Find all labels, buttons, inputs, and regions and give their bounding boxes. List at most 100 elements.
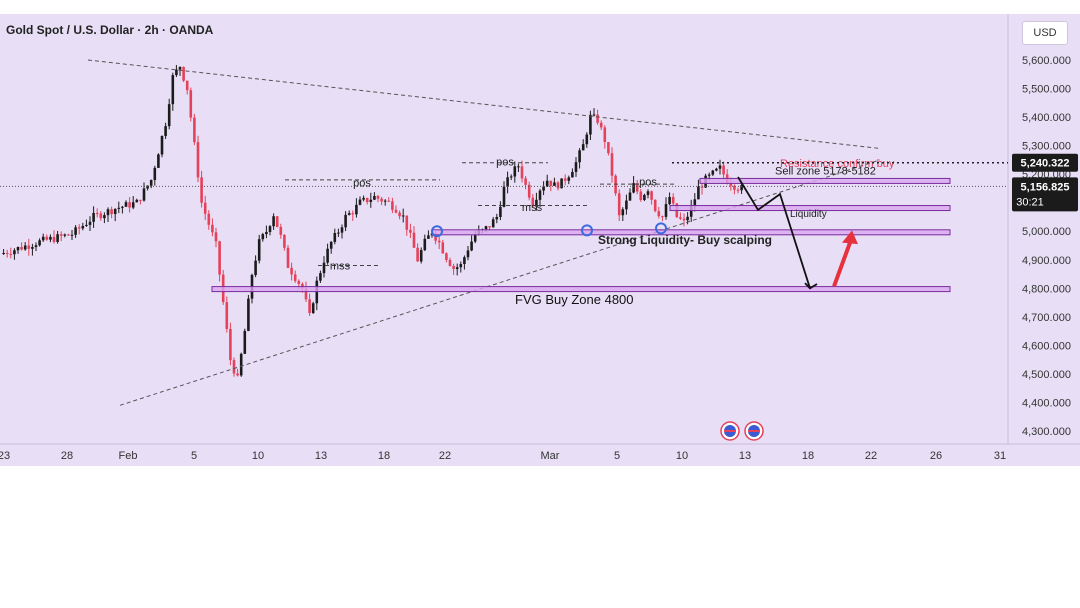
candle-body <box>31 247 34 249</box>
candle-body <box>200 177 203 203</box>
candle-body <box>175 69 178 76</box>
candle-body <box>578 150 581 163</box>
candle-body <box>13 250 16 255</box>
candle-body <box>225 302 229 329</box>
zone-rect-0 <box>699 177 951 184</box>
candle-body <box>160 135 164 155</box>
candle-body <box>347 213 351 215</box>
structure-label: pos <box>639 176 657 188</box>
candle-body <box>409 229 412 233</box>
candle-body <box>290 267 293 275</box>
candle-body <box>434 233 437 241</box>
candle-body <box>693 199 697 207</box>
upper-trendline <box>87 59 881 149</box>
candle-body <box>70 234 74 236</box>
candle-body <box>679 217 682 219</box>
candle-body <box>95 212 99 214</box>
candle-body <box>2 253 5 255</box>
x-tick-label: 5 <box>191 450 197 462</box>
candle-body <box>711 170 715 175</box>
candle-body <box>373 196 376 200</box>
candle-body <box>333 232 337 242</box>
y-tick-label: 5,400.000 <box>1022 112 1071 124</box>
candle-body <box>470 241 473 251</box>
candle-body <box>513 166 517 177</box>
sell-zone-label: Sell zone 5178-5182 <box>775 166 876 178</box>
liquidity-marker <box>655 222 667 235</box>
candle-body <box>20 247 23 250</box>
candle-body <box>293 274 297 281</box>
candle-body <box>509 176 513 178</box>
x-tick-label: 13 <box>315 450 327 462</box>
candle-body <box>77 227 81 229</box>
candle-body <box>589 114 592 135</box>
candle-body <box>423 238 427 251</box>
candle-body <box>214 232 218 242</box>
candle-body <box>502 186 506 207</box>
resistance-price-tag <box>1012 153 1078 172</box>
y-tick-label: 5,600.000 <box>1022 55 1071 67</box>
candle-body <box>621 209 625 216</box>
candle-body <box>524 178 527 185</box>
candle-body <box>247 298 250 331</box>
liquidity-label: Liquidity <box>790 209 827 220</box>
candle-body <box>668 196 671 205</box>
candle-body <box>571 171 574 178</box>
resistance-price-value: 5,240.322 <box>1021 158 1070 170</box>
candle-body <box>596 114 599 123</box>
candle-body <box>542 186 545 191</box>
candle-body <box>344 214 347 228</box>
candle-body <box>466 250 470 258</box>
candle-body <box>459 264 463 268</box>
candle-body <box>549 180 553 186</box>
x-tick-label: 5 <box>614 450 620 462</box>
candle-body <box>326 248 329 263</box>
liquidity-marker <box>431 225 443 238</box>
candle-body <box>232 360 236 374</box>
candle-body <box>41 236 45 241</box>
y-tick-label: 4,900.000 <box>1022 255 1071 267</box>
candle-body <box>16 247 20 251</box>
candles-group <box>2 64 743 377</box>
candle-body <box>664 204 668 217</box>
candle-body <box>38 240 41 246</box>
candle-body <box>736 189 740 191</box>
candle-body <box>121 206 124 208</box>
chart-area[interactable]: 5,600.000 5,500.000 5,400.000 5,300.000 5,20… <box>0 14 1080 466</box>
candle-body <box>157 154 160 168</box>
candle-body <box>488 226 491 228</box>
candle-body <box>193 117 196 143</box>
structure-label: mss <box>522 202 543 214</box>
candle-body <box>23 245 27 250</box>
candle-body <box>81 225 85 229</box>
candle-body <box>556 182 560 189</box>
candle-body <box>322 262 326 274</box>
candle-body <box>337 232 340 234</box>
candle-body <box>85 224 88 226</box>
candle-body <box>560 178 563 189</box>
symbol-title: Gold Spot / U.S. Dollar · 2h · OANDA <box>6 23 214 37</box>
candle-body <box>261 234 265 240</box>
candle-body <box>437 240 441 243</box>
x-tick-label: 31 <box>994 450 1006 462</box>
candle-body <box>63 234 67 236</box>
currency-selector[interactable]: USD <box>1022 21 1068 45</box>
candle-body <box>185 80 189 91</box>
candle-body <box>124 202 128 207</box>
x-tick-label: 18 <box>802 450 814 462</box>
candle-body <box>167 104 171 127</box>
candle-body <box>297 280 301 284</box>
candle-body <box>304 288 308 300</box>
candle-body <box>574 162 578 172</box>
candle-body <box>632 183 635 193</box>
candle-body <box>657 211 661 217</box>
y-tick-label: 4,800.000 <box>1022 283 1071 295</box>
candle-body <box>319 273 322 281</box>
candle-body <box>113 208 117 215</box>
price-chart-svg[interactable]: 5,600.0005,500.0005,400.0005,300.0005,20… <box>0 14 1080 466</box>
x-tick-label: 22 <box>439 450 451 462</box>
candle-body <box>639 191 643 200</box>
candle-body <box>455 267 459 270</box>
candle-body <box>722 165 725 175</box>
candle-body <box>103 215 106 219</box>
